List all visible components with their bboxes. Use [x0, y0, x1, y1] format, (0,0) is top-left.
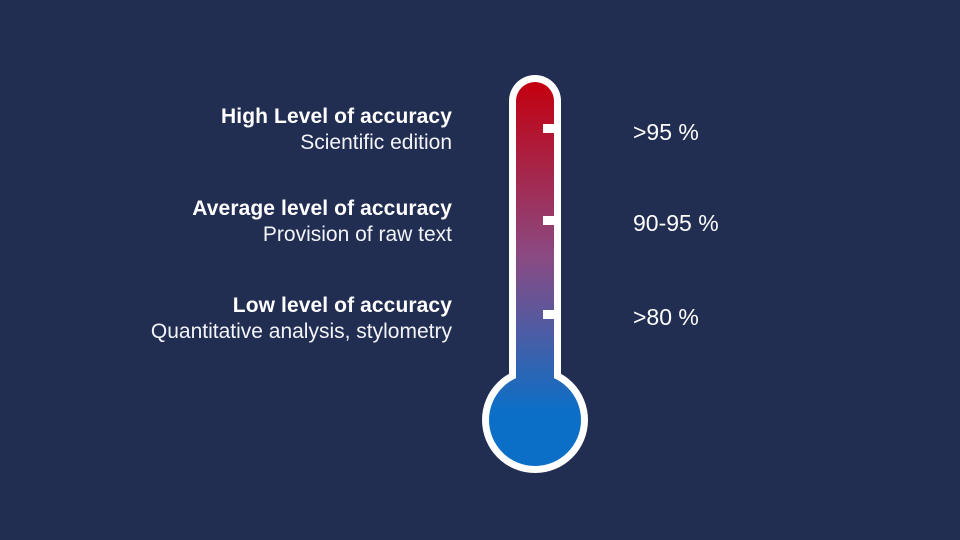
percent-high: >95 % [633, 119, 699, 145]
tick-average [543, 216, 554, 225]
level-low-title: Low level of accuracy [232, 294, 452, 317]
thermometer-ticks [543, 124, 554, 319]
level-average-subtitle: Provision of raw text [262, 223, 452, 246]
percent-low: >80 % [633, 304, 699, 330]
level-high-subtitle: Scientific edition [300, 131, 452, 154]
level-average-title: Average level of accuracy [192, 197, 452, 220]
tick-high [543, 124, 554, 133]
level-low-subtitle: Quantitative analysis, stylometry [150, 320, 452, 343]
tick-low [543, 310, 554, 319]
level-high-title: High Level of accuracy [221, 105, 452, 128]
level-high: High Level of accuracy Scientific editio… [221, 104, 452, 156]
level-low: Low level of accuracy Quantitative analy… [151, 293, 452, 345]
percent-average: 90-95 % [633, 210, 719, 236]
level-average: Average level of accuracy Provision of r… [192, 196, 452, 248]
thermometer-fill [489, 82, 581, 466]
